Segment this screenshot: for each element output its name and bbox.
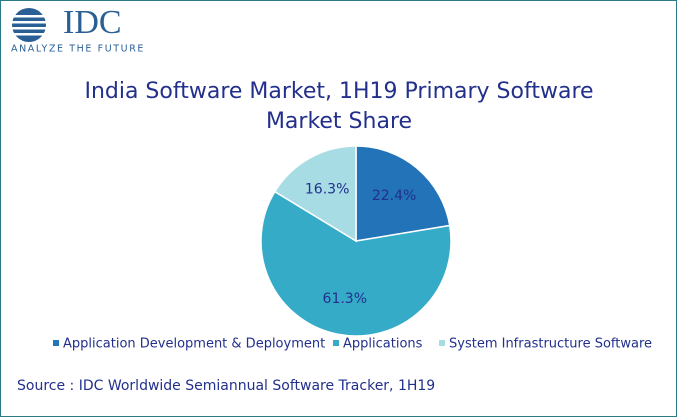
data-label: 16.3% xyxy=(305,182,349,198)
logo-tagline: ANALYZE THE FUTURE xyxy=(11,44,145,55)
source: Source : IDC Worldwide Semiannual Softwa… xyxy=(17,378,435,394)
legend-label: Applications xyxy=(343,337,423,352)
chart-title: India Software Market, 1H19 Primary Soft… xyxy=(84,79,594,134)
pie-slice xyxy=(355,145,451,242)
data-label: 61.3% xyxy=(323,291,367,307)
pie-slice xyxy=(260,190,452,337)
legend-label: System Infrastructure Software xyxy=(449,337,652,352)
logo-name: IDC xyxy=(63,4,122,41)
data-label: 22.4% xyxy=(372,188,416,204)
pie-slice xyxy=(273,145,357,243)
legend-swatch xyxy=(53,340,59,346)
logo-mark xyxy=(10,8,48,42)
legend-swatch xyxy=(439,340,445,346)
legend-swatch xyxy=(333,340,339,346)
legend-label: Application Development & Deployment xyxy=(63,337,325,352)
